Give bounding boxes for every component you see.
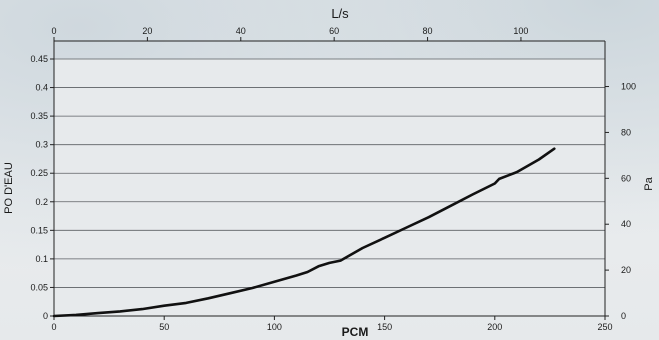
y-tick-label: 0.4 [35,83,48,93]
plot-area [54,59,605,316]
x2-tick-label: 40 [236,26,246,36]
gridlines [54,58,605,317]
y-tick-label: 0.45 [30,54,48,64]
y-axis-label: PO D'EAU [3,162,15,214]
x2-tick-label: 100 [513,26,528,36]
y-tick-label: 0.25 [30,168,48,178]
x-tick-label: 50 [159,322,169,332]
y-tick-label: 0.1 [35,254,48,264]
x2-tick-label: 0 [51,26,56,36]
x-axis-ticks: 0 50 100 150 200 250 [51,316,613,332]
axes [53,40,606,317]
y2-tick-label: 20 [621,265,631,275]
y2-tick-label: 0 [621,311,626,321]
x-tick-label: 100 [267,322,282,332]
x-tick-label: 150 [377,322,392,332]
x2-tick-label: 80 [423,26,433,36]
y-tick-label: 0.05 [30,282,48,292]
y-tick-label: 0 [43,311,48,321]
y-tick-label: 0.2 [35,197,48,207]
y2-tick-label: 60 [621,173,631,183]
x2-tick-label: 20 [142,26,152,36]
y2-axis-ticks: 0 20 40 60 80 100 [605,82,636,321]
y2-axis-label: Pa [643,176,655,190]
y-tick-label: 0.3 [35,140,48,150]
y2-tick-label: 80 [621,127,631,137]
x2-axis-label: L/s [331,6,349,21]
x-tick-label: 250 [597,322,612,332]
y2-tick-label: 100 [621,82,636,92]
y-tick-label: 0.15 [30,225,48,235]
x-tick-label: 200 [487,322,502,332]
y2-tick-label: 40 [621,219,631,229]
x2-axis-ticks: 0 20 40 60 80 100 [51,26,528,41]
y-axis-ticks: 0 0.05 0.1 0.15 0.2 0.25 0.3 0.35 0.4 0.45 [30,54,54,321]
series-line [52,147,556,318]
x-tick-label: 0 [51,322,56,332]
plot-background [54,59,605,316]
y-tick-label: 0.35 [30,111,48,121]
series-group [52,147,556,318]
x-axis-label: PCM [342,325,369,339]
x2-tick-label: 60 [329,26,339,36]
